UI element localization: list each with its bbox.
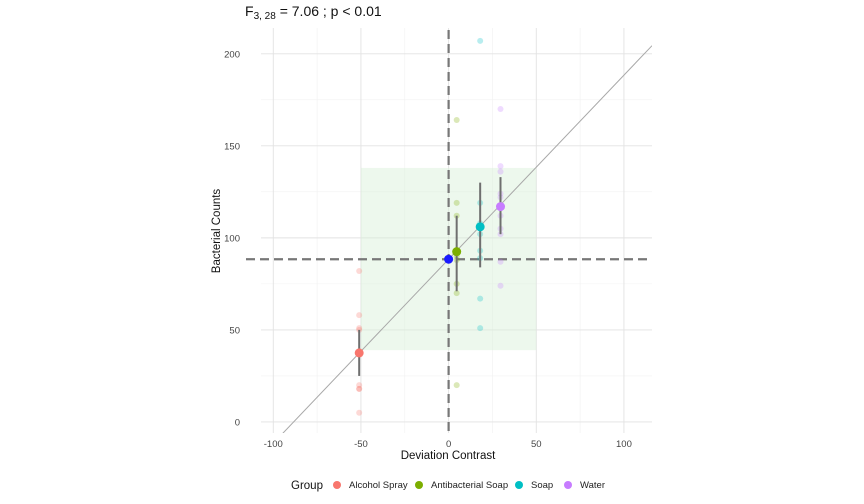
grid-lines xyxy=(261,28,652,433)
y-tick-label: 200 xyxy=(224,49,240,60)
data-point xyxy=(497,106,504,112)
data-point xyxy=(356,385,363,392)
x-tick-label: 50 xyxy=(531,439,542,450)
grand-mean-point xyxy=(444,254,454,264)
legend-label: Soap xyxy=(531,480,553,491)
data-point xyxy=(356,409,363,416)
legend-key xyxy=(515,481,523,489)
title-main: F xyxy=(245,3,254,19)
data-point xyxy=(477,295,484,302)
data-point xyxy=(453,290,460,297)
legend-key xyxy=(564,481,572,489)
x-tick-label: 0 xyxy=(446,439,451,450)
data-point xyxy=(356,312,363,319)
data-point xyxy=(497,282,504,289)
y-tick-label: 50 xyxy=(229,325,240,336)
y-tick-label: 150 xyxy=(224,141,240,152)
data-point xyxy=(477,37,484,44)
legend-key xyxy=(415,481,423,489)
data-point xyxy=(356,385,363,392)
axes: -100 -50 0 50 100 0 50 100 150 200 xyxy=(224,49,632,450)
data-point xyxy=(356,268,363,274)
y-tick-label: 100 xyxy=(224,233,240,244)
group-mean-point xyxy=(475,222,485,232)
data-point xyxy=(356,382,363,389)
data-point xyxy=(497,168,504,175)
data-point xyxy=(356,325,363,332)
legend-label: Antibacterial Soap xyxy=(431,480,508,491)
x-tick-label: 100 xyxy=(616,439,632,450)
title-subscript: 3, 28 xyxy=(254,11,277,22)
legend: Group Alcohol Spray Antibacterial Soap Soa… xyxy=(291,480,605,492)
legend-title: Group xyxy=(291,480,323,492)
data-point xyxy=(497,163,504,170)
legend-label: Water xyxy=(580,480,605,491)
x-axis-title: Deviation Contrast xyxy=(401,450,496,462)
x-tick-label: -50 xyxy=(354,439,368,450)
data-point xyxy=(453,117,460,124)
group-mean-point xyxy=(496,202,506,212)
y-axis-title: Bacterial Counts xyxy=(211,189,223,274)
x-tick-label: -100 xyxy=(264,439,283,450)
legend-label: Alcohol Spray xyxy=(349,480,408,491)
y-tick-label: 0 xyxy=(235,417,240,428)
title-rest: = 7.06 ; p < 0.01 xyxy=(276,3,382,19)
data-point xyxy=(453,382,460,389)
chart-title: F3, 28 = 7.06 ; p < 0.01 xyxy=(245,3,382,22)
group-mean-point xyxy=(354,348,364,358)
data-point xyxy=(453,199,460,206)
data-point xyxy=(477,325,484,332)
group-mean-point xyxy=(452,247,462,257)
legend-key xyxy=(333,481,341,489)
data-point xyxy=(497,258,504,265)
group-summaries xyxy=(354,177,506,376)
